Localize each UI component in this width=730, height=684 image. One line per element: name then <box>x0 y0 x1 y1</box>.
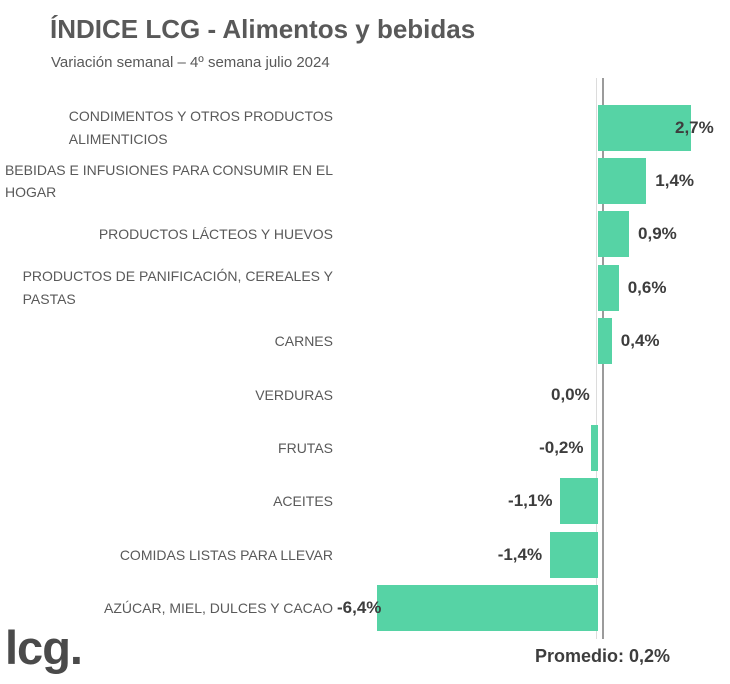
bar <box>549 531 598 578</box>
bar <box>598 211 630 258</box>
bar-row: COMIDAS LISTAS PARA LLEVAR -1,4% <box>0 528 730 581</box>
bar <box>598 157 647 204</box>
value-label: -0,2% <box>539 438 584 458</box>
bar <box>598 104 692 151</box>
lcg-logo: lcg. <box>5 621 83 674</box>
bar-row: CARNES 0,4% <box>0 315 730 368</box>
category-label: BEBIDAS E INFUSIONES PARA CONSUMIR EN EL… <box>0 154 333 207</box>
average-note: Promedio: 0,2% <box>534 646 670 666</box>
category-label-text: VERDURAS <box>255 386 333 403</box>
category-label-text: BEBIDAS E INFUSIONES PARA CONSUMIR EN EL… <box>4 161 333 201</box>
category-label: AZÚCAR, MIEL, DULCES Y CACAO <box>0 582 333 635</box>
value-label: 0,0% <box>551 384 590 404</box>
category-label-text: PRODUCTOS LÁCTEOS Y HUEVOS <box>98 226 333 243</box>
category-label: PRODUCTOS DE PANIFICACIÓN, CEREALES Y PA… <box>0 261 333 314</box>
bar-row: PRODUCTOS DE PANIFICACIÓN, CEREALES Y PA… <box>0 261 730 314</box>
value-label: -6,4% <box>337 598 382 618</box>
value-label: -1,4% <box>497 544 543 564</box>
zero-gridline <box>596 78 597 639</box>
value-label: -1,1% <box>508 491 553 511</box>
bar-row: BEBIDAS E INFUSIONES PARA CONSUMIR EN EL… <box>0 154 730 207</box>
bar <box>560 478 598 525</box>
category-label-text: CARNES <box>274 333 333 350</box>
category-label: FRUTAS <box>0 421 333 474</box>
value-label: 0,9% <box>638 224 677 244</box>
bar <box>598 264 619 311</box>
bar-row: PRODUCTOS LÁCTEOS Y HUEVOS 0,9% <box>0 208 730 261</box>
category-label-text: CONDIMENTOS Y OTROS PRODUCTOS ALIMENTICI… <box>68 108 333 147</box>
category-label-text: FRUTAS <box>278 439 333 456</box>
bar-row: ACEITES -1,1% <box>0 475 730 528</box>
category-label: ACEITES <box>0 475 333 528</box>
bar-row: AZÚCAR, MIEL, DULCES Y CACAO -6,4% <box>0 582 730 635</box>
bar-row: FRUTAS -0,2% <box>0 421 730 474</box>
category-label: CARNES <box>0 315 333 368</box>
category-label-text: PRODUCTOS DE PANIFICACIÓN, CEREALES Y PA… <box>22 268 333 307</box>
category-label: PRODUCTOS LÁCTEOS Y HUEVOS <box>0 208 333 261</box>
category-label-text: COMIDAS LISTAS PARA LLEVAR <box>119 546 333 563</box>
bar-row: VERDURAS 0,0% <box>0 368 730 421</box>
chart-subtitle: Variación semanal – 4º semana julio 2024 <box>51 54 330 71</box>
value-label: 0,6% <box>627 277 667 297</box>
value-label: 1,4% <box>655 171 695 191</box>
chart-title: ÍNDICE LCG - Alimentos y bebidas <box>50 14 476 44</box>
bar <box>591 424 598 471</box>
category-label-text: AZÚCAR, MIEL, DULCES Y CACAO <box>104 600 333 617</box>
category-label-text: ACEITES <box>273 493 333 510</box>
category-label: CONDIMENTOS Y OTROS PRODUCTOS ALIMENTICI… <box>0 101 333 154</box>
category-label: VERDURAS <box>0 368 333 421</box>
value-label: 2,7% <box>675 117 714 137</box>
bar <box>377 585 598 632</box>
bar <box>598 318 612 365</box>
bar-row: CONDIMENTOS Y OTROS PRODUCTOS ALIMENTICI… <box>0 101 730 154</box>
value-label: 0,4% <box>620 331 660 351</box>
plot-area: CONDIMENTOS Y OTROS PRODUCTOS ALIMENTICI… <box>0 101 730 635</box>
category-label: COMIDAS LISTAS PARA LLEVAR <box>0 528 333 581</box>
